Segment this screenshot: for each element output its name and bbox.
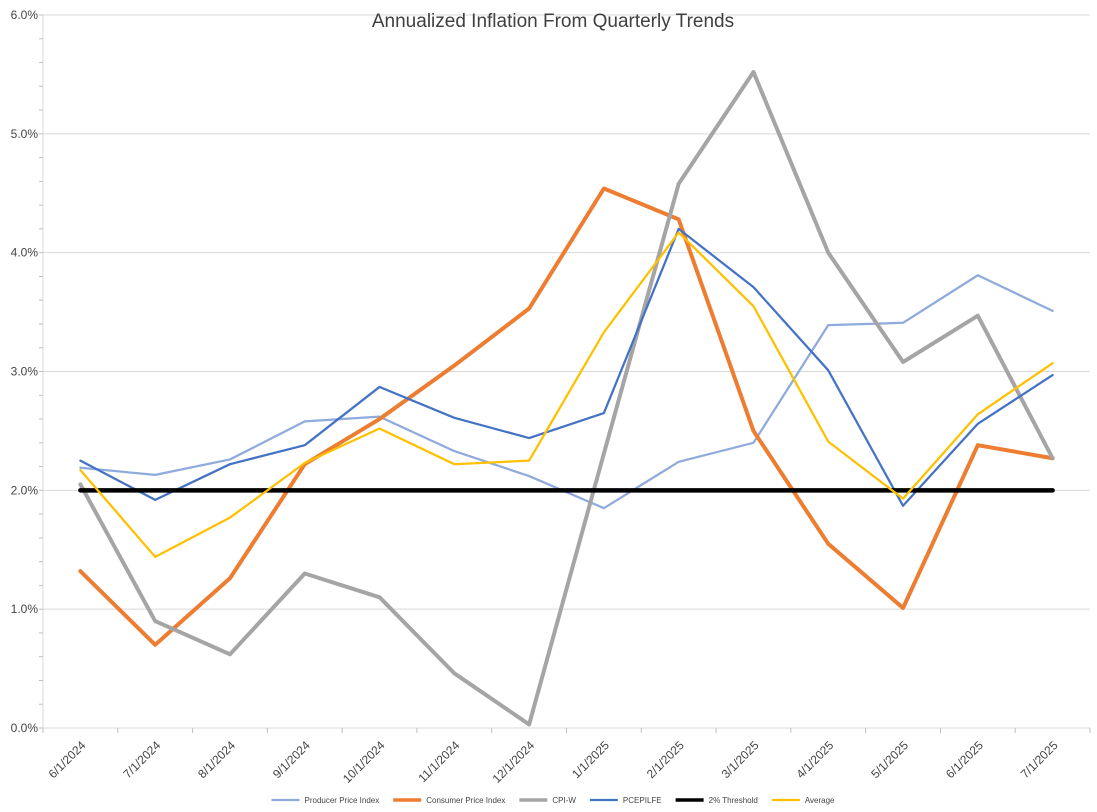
y-axis-label: 2.0% xyxy=(11,483,39,497)
y-axis-label: 1.0% xyxy=(11,602,39,616)
legend-label-producer-price-index: Producer Price Index xyxy=(305,796,380,805)
legend-item-2-threshold: 2% Threshold xyxy=(675,796,758,805)
x-axis-label: 11/1/2024 xyxy=(415,738,462,785)
series-line-pcepilfe xyxy=(79,227,1054,507)
legend: Producer Price Index Consumer Price Index… xyxy=(271,796,835,805)
y-axis-label: 0.0% xyxy=(11,721,39,735)
axes: 0.0% 1.0% 2.0% 3.0% 4.0% 5.0% 6.0% 6/1/2024 7/1/… xyxy=(11,8,1091,786)
x-axis-label: 6/1/2024 xyxy=(46,738,89,781)
y-axis-label: 5.0% xyxy=(11,127,39,141)
y-axis-label: 3.0% xyxy=(11,365,39,379)
x-axis-label: 10/1/2024 xyxy=(340,738,388,786)
legend-label-average: Average xyxy=(805,796,835,805)
legend-label-2-threshold: 2% Threshold xyxy=(709,796,758,805)
chart-title: Annualized Inflation From Quarterly Tren… xyxy=(372,11,734,32)
series-line-cpi-w xyxy=(78,70,1055,727)
x-axis-label: 7/1/2025 xyxy=(1018,738,1061,781)
x-axis-label: 1/1/2025 xyxy=(569,738,612,781)
x-axis-label: 8/1/2024 xyxy=(195,738,238,781)
legend-label-cpi-w: CPI-W xyxy=(552,796,576,805)
legend-label-consumer-price-index: Consumer Price Index xyxy=(426,796,505,805)
legend-item-producer-price-index: Producer Price Index xyxy=(271,796,380,805)
legend-item-consumer-price-index: Consumer Price Index xyxy=(393,796,505,805)
y-axis-label: 4.0% xyxy=(11,246,39,260)
x-axis-label: 6/1/2025 xyxy=(943,738,986,781)
x-axis-label: 4/1/2025 xyxy=(793,738,836,781)
y-axis-label: 6.0% xyxy=(11,8,39,22)
legend-item-average: Average xyxy=(771,796,835,805)
legend-item-pcepilfe: PCEPILFE xyxy=(589,796,662,805)
series-lines xyxy=(78,70,1055,727)
gridlines xyxy=(43,14,1090,729)
x-axis-label: 3/1/2025 xyxy=(719,738,762,781)
series-line-average xyxy=(79,231,1054,559)
x-axis-label: 2/1/2025 xyxy=(644,738,687,781)
x-axis-label: 5/1/2025 xyxy=(868,738,911,781)
x-axis-label: 12/1/2024 xyxy=(490,738,538,786)
x-axis-label: 9/1/2024 xyxy=(270,738,313,781)
legend-label-pcepilfe: PCEPILFE xyxy=(623,796,662,805)
series-line-consumer-price-index xyxy=(78,186,1055,647)
series-line-producer-price-index xyxy=(79,274,1054,510)
legend-item-cpi-w: CPI-W xyxy=(519,796,576,805)
x-axis-label: 7/1/2024 xyxy=(120,738,163,781)
